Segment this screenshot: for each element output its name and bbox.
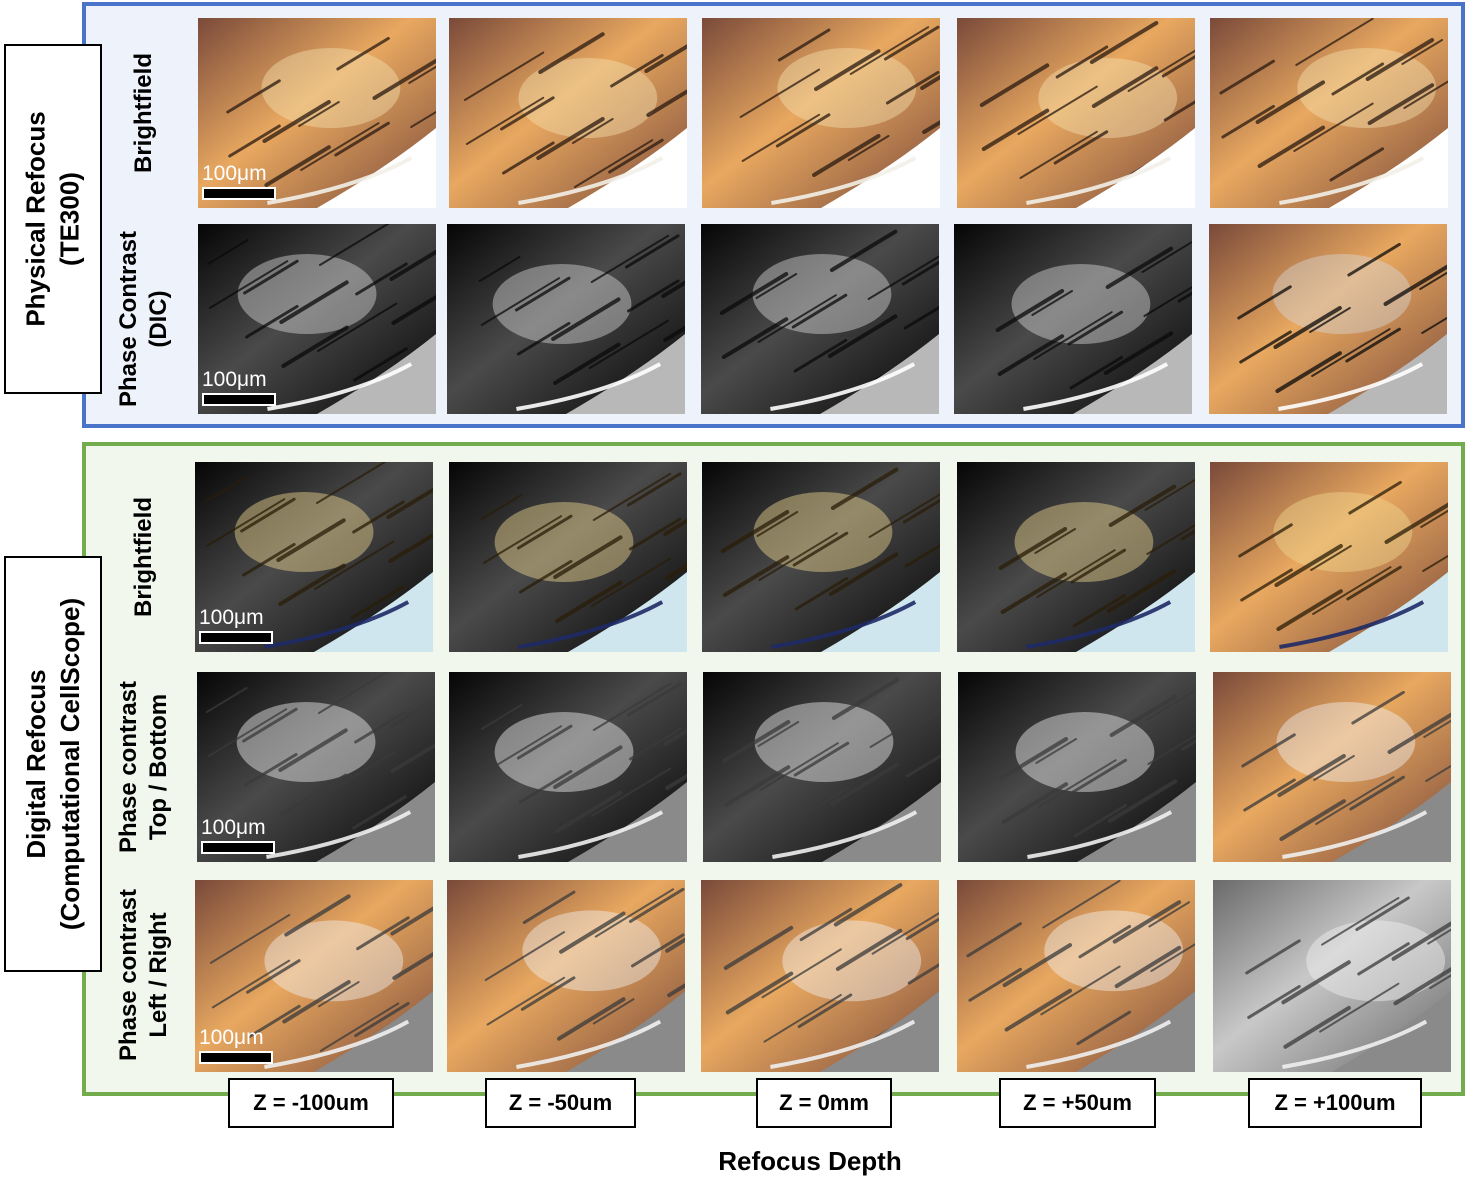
depth-label: Z = -50um	[485, 1078, 636, 1128]
micrograph-dig-phase-tb-z0: 100μm	[197, 672, 435, 862]
micrograph-phys-brightfield-z1	[449, 18, 687, 208]
row-label-text: Phase contrast	[115, 888, 143, 1062]
micrograph-phys-phase-z2	[701, 224, 939, 414]
row-label-text: Brightfield	[130, 53, 157, 173]
micrograph-dig-phase-lr-z1	[447, 880, 685, 1072]
digital-refocus-label: Digital Refocus (Computational CellScope)	[4, 556, 102, 972]
row-label-text: Brightfield	[130, 497, 157, 617]
scale-bar-line	[199, 1051, 273, 1064]
micrograph-dig-phase-lr-z0: 100μm	[195, 880, 433, 1072]
scale-bar: 100μm	[201, 817, 275, 854]
row-label-dig-phase-tb: Phase contrast Top / Bottom	[112, 672, 176, 862]
scale-bar: 100μm	[199, 607, 273, 644]
scale-bar-label: 100μm	[201, 816, 266, 839]
row-label-phys-phase: Phase Contrast (DIC)	[112, 224, 176, 414]
row-label-text: Phase Contrast	[115, 230, 142, 408]
micrograph-dig-phase-tb-z4	[1213, 672, 1451, 862]
micrograph-dig-phase-tb-z2	[703, 672, 941, 862]
digital-refocus-title: Digital Refocus	[21, 669, 51, 859]
scale-bar: 100μm	[202, 369, 276, 406]
micrograph-phys-brightfield-z0: 100μm	[198, 18, 436, 208]
row-label-dig-phase-lr: Phase contrast Left / Right	[112, 880, 176, 1070]
scale-bar-line	[202, 393, 276, 406]
row-label-text: Phase contrast	[115, 680, 143, 854]
micrograph-phys-phase-z1	[447, 224, 685, 414]
micrograph-dig-brightfield-z3	[957, 462, 1195, 652]
depth-label: Z = +50um	[999, 1078, 1156, 1128]
row-label-phys-brightfield: Brightfield	[112, 18, 176, 208]
row-label-subtext: Left / Right	[145, 912, 173, 1038]
micrograph-phys-brightfield-z4	[1210, 18, 1448, 208]
micrograph-phys-brightfield-z2	[702, 18, 940, 208]
scale-bar-label: 100μm	[199, 606, 264, 629]
scale-bar: 100μm	[199, 1027, 273, 1064]
micrograph-phys-brightfield-z3	[957, 18, 1195, 208]
micrograph-dig-brightfield-z0: 100μm	[195, 462, 433, 652]
depth-label: Z = +100um	[1248, 1078, 1422, 1128]
micrograph-dig-brightfield-z4	[1210, 462, 1448, 652]
refocus-depth-axis-label: Refocus Depth	[718, 1146, 902, 1176]
row-label-dig-brightfield: Brightfield	[112, 462, 176, 652]
physical-refocus-title: Physical Refocus	[21, 111, 51, 327]
scale-bar-label: 100μm	[202, 368, 267, 391]
row-label-subtext: (DIC)	[145, 290, 172, 348]
digital-refocus-subtitle: (Computational CellScope)	[55, 597, 85, 931]
scale-bar-label: 100μm	[199, 1026, 264, 1049]
micrograph-dig-brightfield-z2	[702, 462, 940, 652]
scale-bar-label: 100μm	[202, 162, 267, 185]
scale-bar-line	[202, 187, 276, 200]
depth-label: Z = 0mm	[756, 1078, 892, 1128]
scale-bar: 100μm	[202, 163, 276, 200]
physical-refocus-label: Physical Refocus (TE300)	[4, 44, 102, 394]
micrograph-dig-phase-lr-z2	[701, 880, 939, 1072]
micrograph-phys-phase-z4	[1209, 224, 1447, 414]
scale-bar-line	[199, 631, 273, 644]
micrograph-dig-phase-tb-z3	[958, 672, 1196, 862]
micrograph-dig-brightfield-z1	[449, 462, 687, 652]
micrograph-phys-phase-z3	[954, 224, 1192, 414]
micrograph-dig-phase-tb-z1	[449, 672, 687, 862]
physical-refocus-subtitle: (TE300)	[55, 172, 85, 266]
micrograph-phys-phase-z0: 100μm	[198, 224, 436, 414]
micrograph-dig-phase-lr-z3	[957, 880, 1195, 1072]
row-label-subtext: Top / Bottom	[145, 693, 173, 841]
micrograph-dig-phase-lr-z4	[1213, 880, 1451, 1072]
depth-label: Z = -100um	[228, 1078, 394, 1128]
scale-bar-line	[201, 841, 275, 854]
